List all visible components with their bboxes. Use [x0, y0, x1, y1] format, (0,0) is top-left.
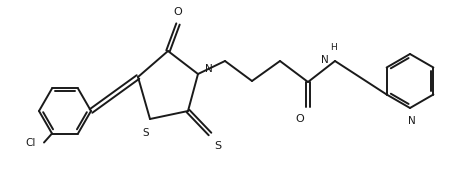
- Text: O: O: [295, 114, 304, 124]
- Text: S: S: [214, 141, 221, 151]
- Text: N: N: [321, 55, 329, 65]
- Text: O: O: [174, 7, 182, 17]
- Text: H: H: [331, 43, 337, 52]
- Text: N: N: [408, 116, 416, 126]
- Text: N: N: [205, 64, 213, 74]
- Text: S: S: [142, 128, 149, 138]
- Text: Cl: Cl: [26, 137, 36, 147]
